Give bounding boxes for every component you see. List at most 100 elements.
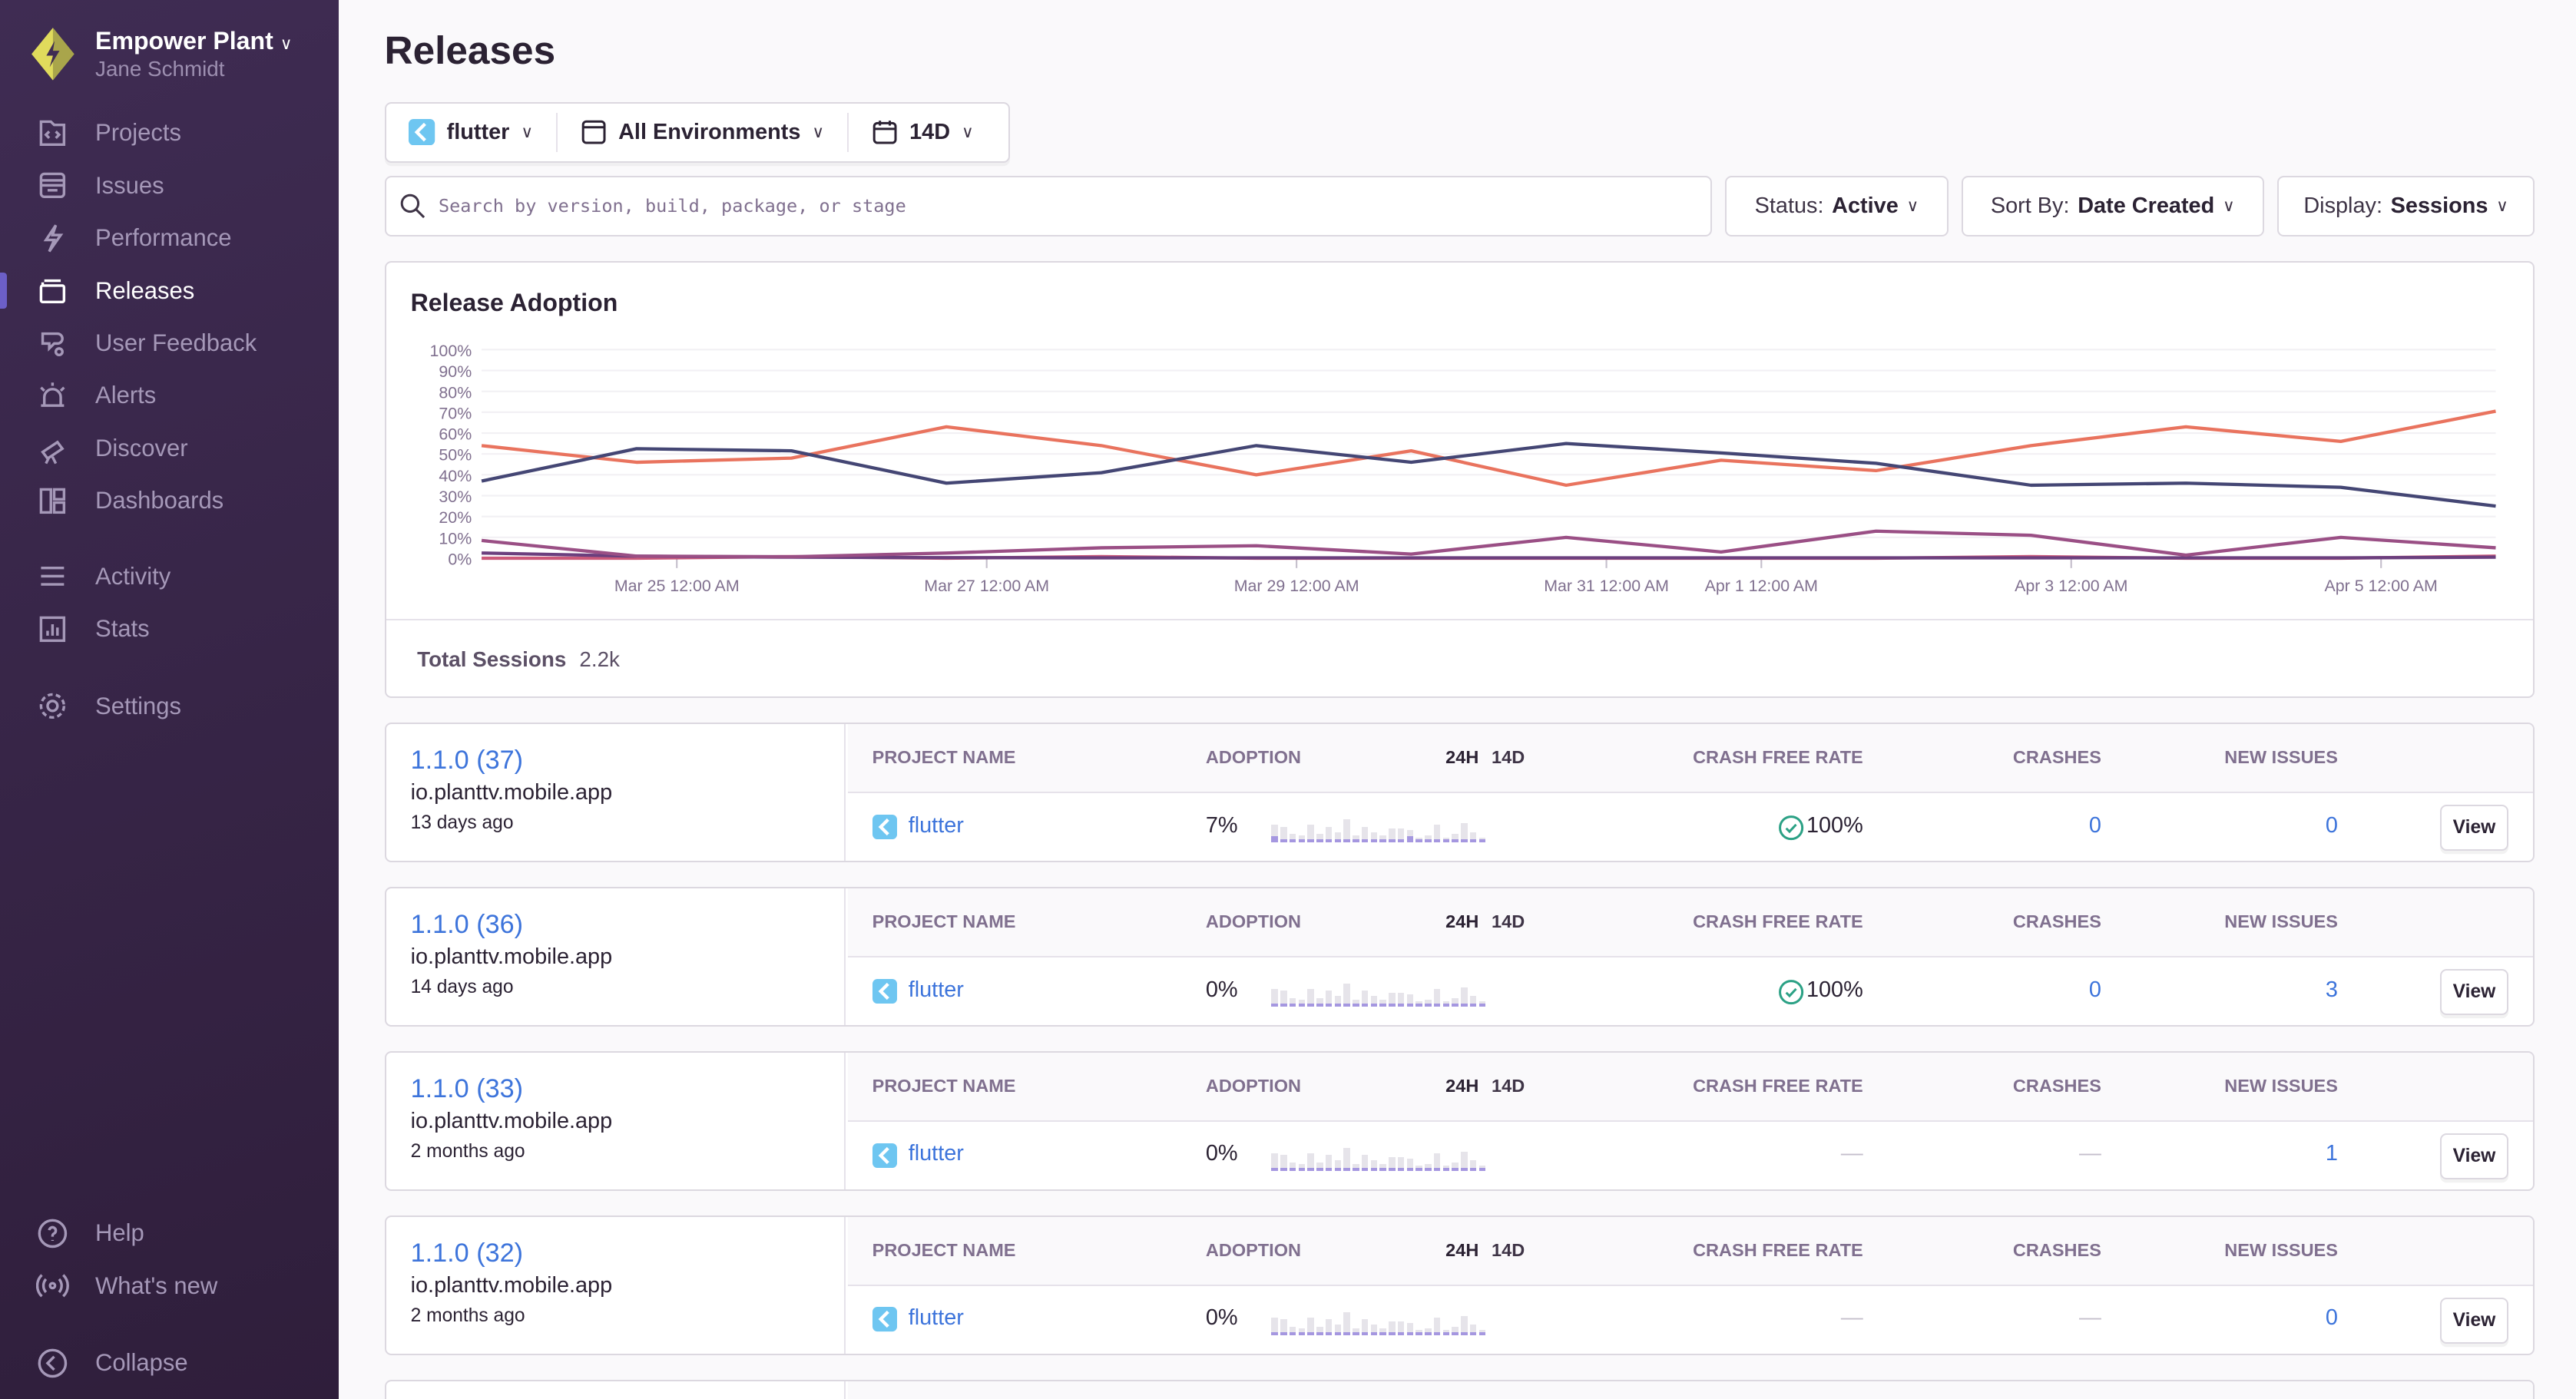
sparkline-bar: [1425, 1164, 1432, 1171]
sort-value: Date Created: [2078, 193, 2215, 218]
sparkline-bar: [1425, 835, 1432, 843]
sidebar-item-what-s-new[interactable]: What's new: [0, 1262, 339, 1311]
sidebar-item-user-feedback[interactable]: User Feedback: [0, 319, 339, 368]
sidebar-item-performance[interactable]: Performance: [0, 213, 339, 263]
date-filter[interactable]: 14D ∨: [849, 113, 997, 152]
sparkline-bar: [1271, 1317, 1278, 1335]
view-button[interactable]: View: [2439, 804, 2509, 851]
sparkline-bar: [1389, 1156, 1396, 1171]
sparkline-bar: [1397, 1156, 1405, 1171]
environment-filter[interactable]: All Environments ∨: [558, 112, 849, 152]
crashes-value[interactable]: 0: [2088, 977, 2101, 1002]
toggle-14d[interactable]: 14D: [1492, 1239, 1525, 1260]
release-version-link[interactable]: 1.1.0 (32): [410, 1238, 524, 1268]
toggle-14d[interactable]: 14D: [1492, 1075, 1525, 1096]
new-issues-link[interactable]: 0: [2325, 812, 2338, 838]
header-project-name: PROJECT NAME: [872, 911, 1016, 931]
toggle-24h[interactable]: 24H: [1445, 911, 1479, 931]
org-switcher[interactable]: Empower Plant ∨ Jane Schmidt: [30, 26, 293, 82]
project-filter[interactable]: flutter ∨: [386, 112, 558, 152]
sidebar: Empower Plant ∨ Jane Schmidt Projects Iss…: [0, 0, 339, 1399]
sparkline-bar: [1316, 1326, 1323, 1335]
sidebar-item-discover[interactable]: Discover: [0, 424, 339, 473]
sidebar-item-activity[interactable]: Activity: [0, 552, 339, 601]
header-project-name: PROJECT NAME: [872, 1075, 1016, 1096]
page-title: Releases: [384, 28, 556, 73]
new-issues-link[interactable]: 0: [2325, 1305, 2338, 1331]
toggle-24h[interactable]: 24H: [1445, 747, 1479, 768]
project-link[interactable]: flutter: [908, 812, 964, 838]
chevron-down-icon: ∨: [280, 35, 293, 54]
y-tick-label: 80%: [439, 383, 472, 402]
new-issues-link[interactable]: 1: [2325, 1141, 2338, 1166]
sparkline-bar: [1307, 989, 1314, 1007]
sparkline-bar: [1469, 1160, 1477, 1171]
series-line-1: [481, 409, 2496, 488]
chevron-down-icon: ∨: [812, 122, 825, 141]
environment-icon: [581, 120, 606, 144]
sidebar-item-projects[interactable]: Projects: [0, 108, 339, 157]
project-link[interactable]: flutter: [908, 977, 964, 1002]
search-placeholder: Search by version, build, package, or st…: [438, 195, 906, 217]
y-tick-label: 20%: [439, 508, 472, 527]
header-new-issues: NEW ISSUES: [2224, 1239, 2338, 1260]
adoption-sparkline: [1271, 1148, 1531, 1171]
sparkline-bar: [1289, 997, 1296, 1007]
display-dropdown[interactable]: Display: Sessions ∨: [2276, 175, 2535, 236]
total-sessions-label: Total Sessions: [417, 647, 567, 671]
sparkline-bar: [1343, 1311, 1350, 1335]
sidebar-item-alerts[interactable]: Alerts: [0, 371, 339, 420]
sidebar-item-issues[interactable]: Issues: [0, 161, 339, 210]
sidebar-item-dashboards[interactable]: Dashboards: [0, 476, 339, 525]
sidebar-item-label: Activity: [95, 562, 171, 590]
sparkline-bar: [1389, 1321, 1396, 1335]
search-input[interactable]: Search by version, build, package, or st…: [384, 175, 1712, 236]
new-issues-link[interactable]: 3: [2325, 977, 2338, 1002]
sparkline-bar: [1461, 987, 1468, 1007]
project-link[interactable]: flutter: [908, 1305, 964, 1331]
sidebar-item-collapse[interactable]: Collapse: [0, 1338, 339, 1387]
toggle-24h[interactable]: 24H: [1445, 1239, 1479, 1260]
crash-free-rate-value: 100%: [1806, 812, 1863, 838]
sparkline-bar: [1379, 1000, 1386, 1007]
sparkline-bar: [1478, 1166, 1486, 1171]
crashes-value: —: [2079, 1141, 2101, 1166]
sparkline-bar: [1425, 1000, 1432, 1007]
y-tick-label: 40%: [439, 467, 472, 485]
sparkline-bar: [1353, 1164, 1359, 1171]
header-crash-free-rate: CRASH FREE RATE: [1693, 1075, 1863, 1096]
sparkline-bar: [1433, 1153, 1441, 1171]
sparkline-bar: [1271, 1153, 1278, 1171]
toggle-14d[interactable]: 14D: [1492, 747, 1525, 768]
adoption-sparkline: [1271, 1311, 1531, 1335]
toggle-24h[interactable]: 24H: [1445, 1075, 1479, 1096]
display-label: Display:: [2303, 193, 2382, 218]
crashes-value[interactable]: 0: [2088, 812, 2101, 838]
question-icon: [38, 1219, 68, 1249]
toggle-14d[interactable]: 14D: [1492, 911, 1525, 931]
release-version-link[interactable]: 1.1.0 (37): [410, 745, 524, 775]
sidebar-item-label: Issues: [95, 171, 164, 199]
sidebar-item-label: Performance: [95, 224, 232, 252]
org-logo-icon: [31, 28, 74, 81]
project-link[interactable]: flutter: [908, 1141, 964, 1166]
release-version-link[interactable]: 1.1.0 (33): [410, 1073, 524, 1103]
sparkline-bar: [1461, 1315, 1468, 1335]
header-project-name: PROJECT NAME: [872, 747, 1016, 768]
sidebar-item-settings[interactable]: Settings: [0, 682, 339, 731]
sidebar-item-releases[interactable]: Releases: [0, 266, 339, 316]
view-button[interactable]: View: [2439, 1133, 2509, 1179]
status-dropdown[interactable]: Status: Active ∨: [1724, 175, 1949, 236]
sparkline-bar: [1298, 1164, 1306, 1171]
sidebar-item-stats[interactable]: Stats: [0, 604, 339, 653]
issues-icon: [39, 173, 66, 199]
sidebar-item-help[interactable]: Help: [0, 1209, 339, 1258]
view-button[interactable]: View: [2439, 968, 2509, 1015]
release-version-link[interactable]: 1.1.0 (36): [410, 909, 524, 939]
release-card: 1.1.0 (36) io.planttv.mobile.app 14 days…: [384, 887, 2535, 1027]
sparkline-bar: [1280, 826, 1287, 843]
sort-dropdown[interactable]: Sort By: Date Created ∨: [1961, 175, 2264, 236]
view-button[interactable]: View: [2439, 1297, 2509, 1344]
sparkline-bar: [1452, 1162, 1459, 1171]
sparkline-bar: [1316, 833, 1323, 843]
